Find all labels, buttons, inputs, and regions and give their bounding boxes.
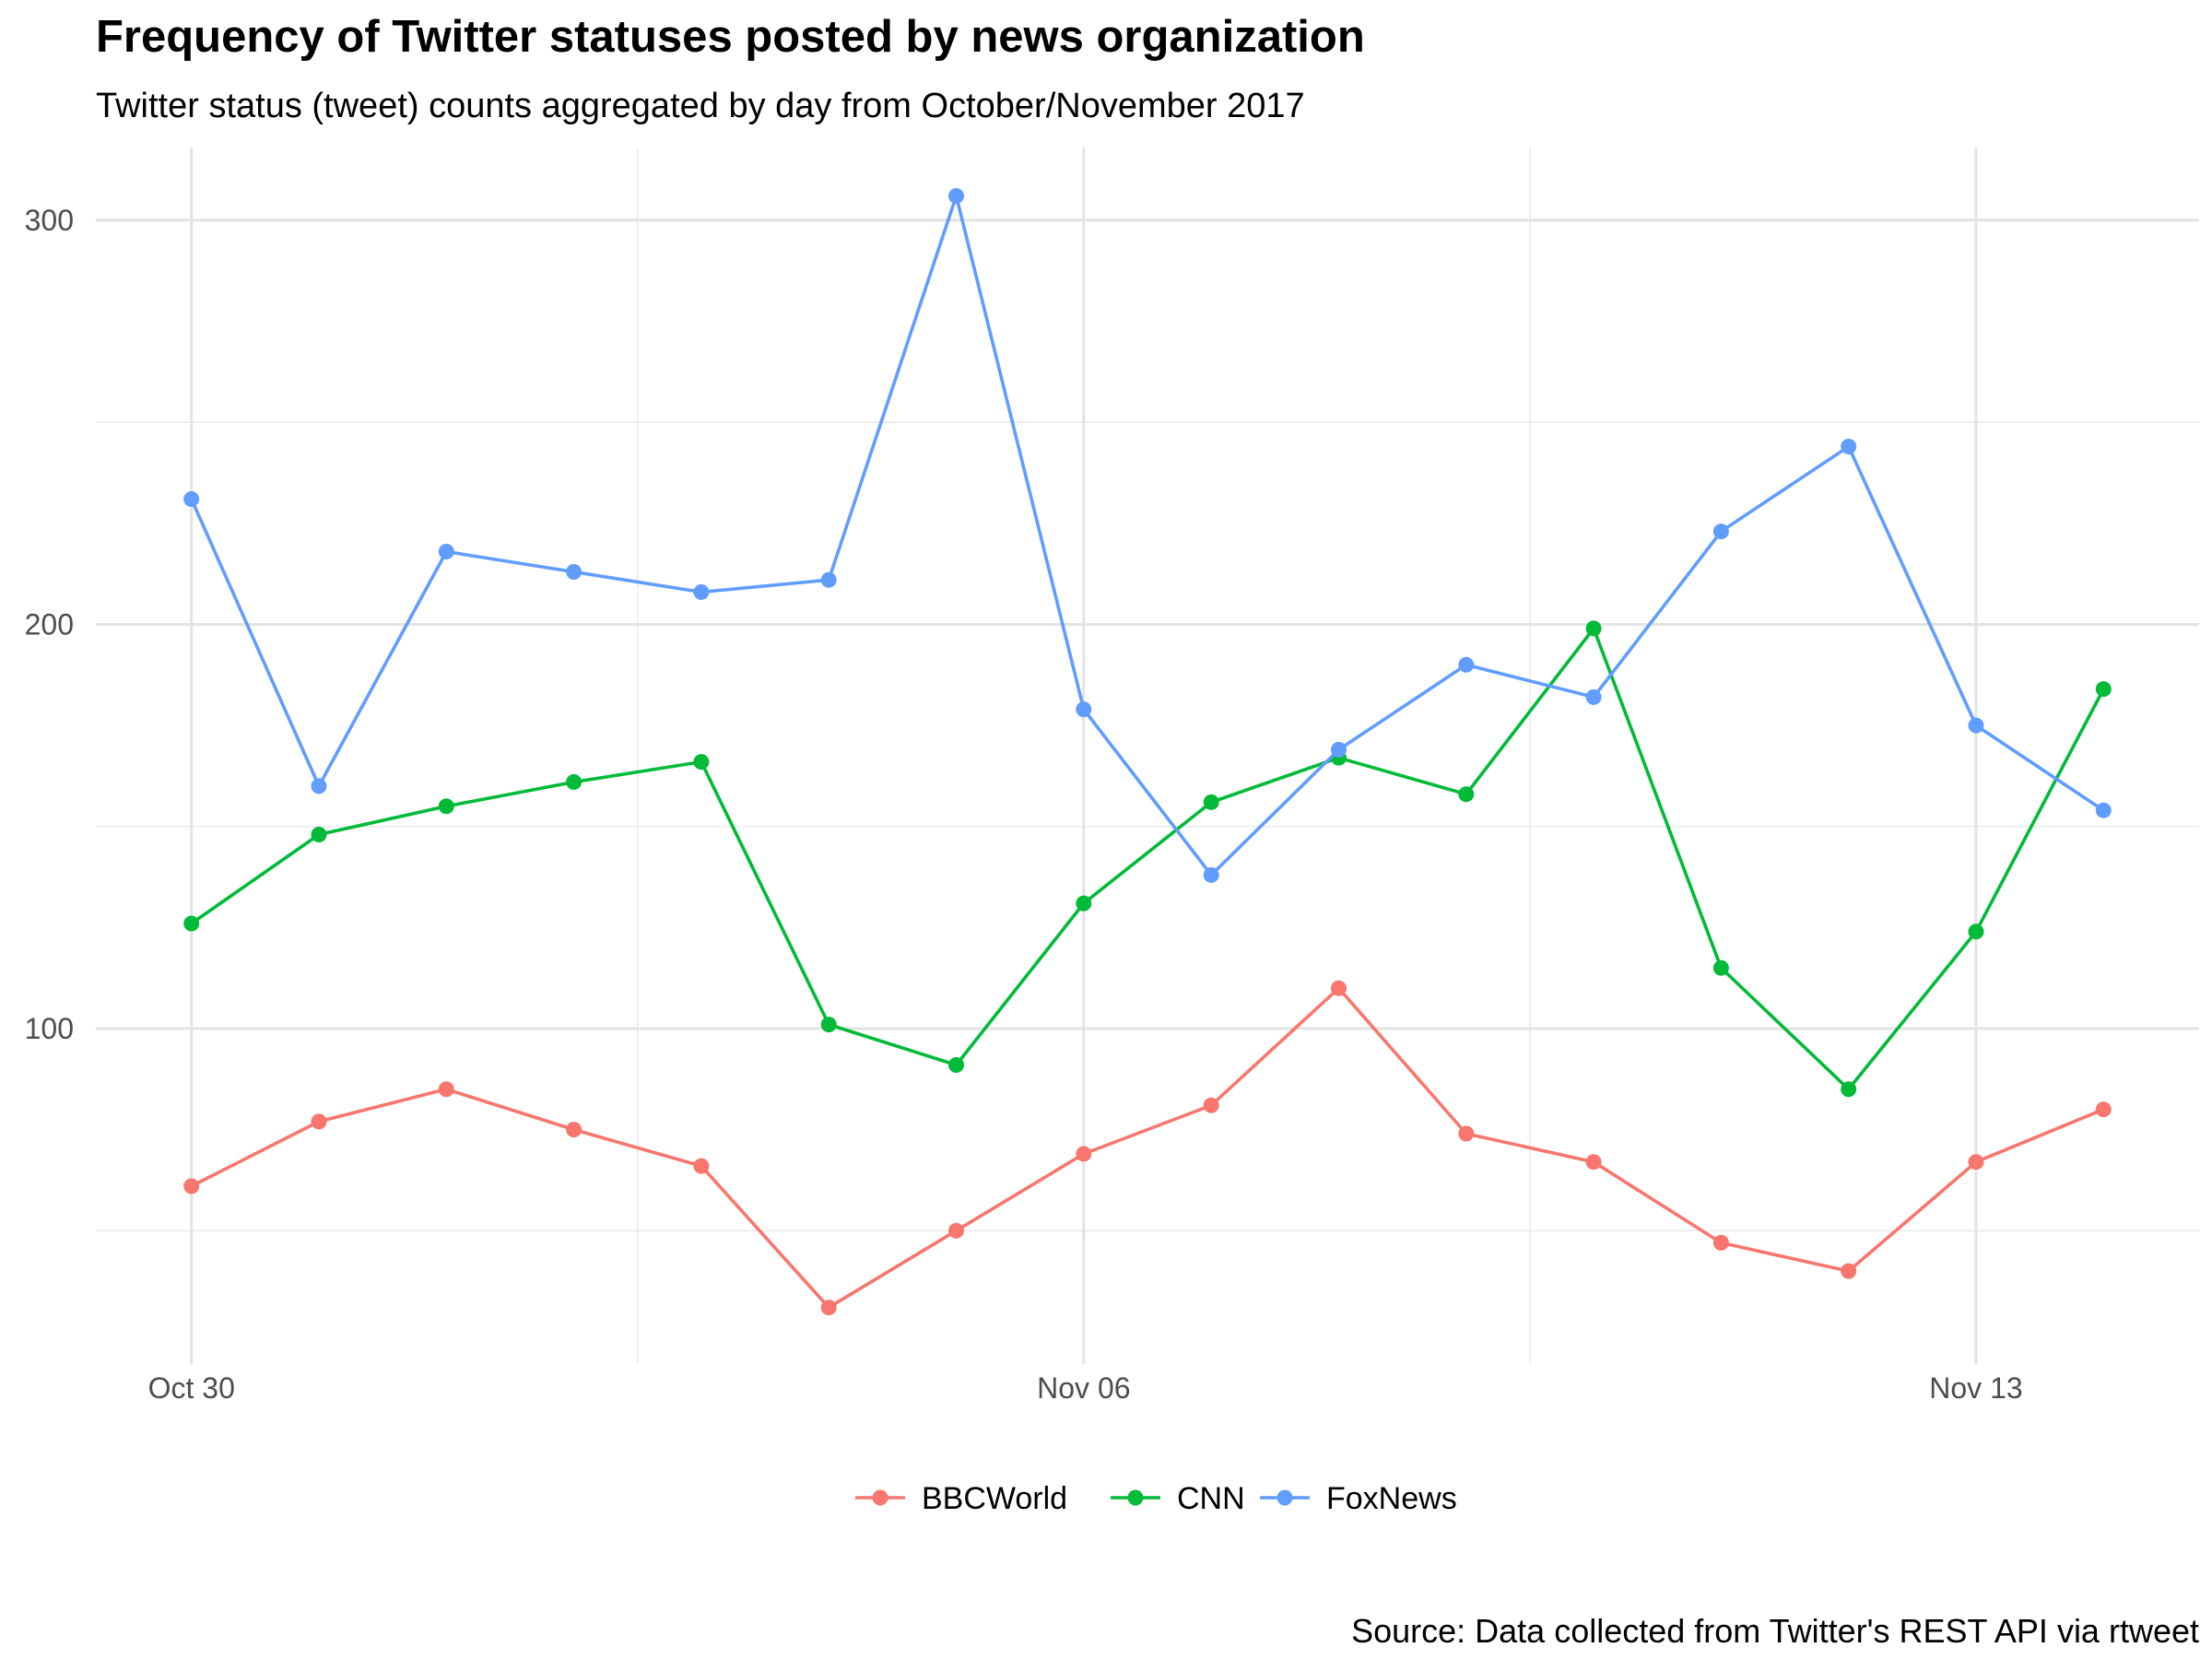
chart-title: Frequency of Twitter statuses posted by … — [96, 12, 1365, 62]
data-point — [1841, 1263, 1857, 1279]
data-point — [2095, 802, 2112, 818]
data-point — [1585, 1154, 1602, 1171]
data-point — [1968, 924, 1984, 940]
legend-key-point — [1277, 1489, 1293, 1506]
data-point — [1203, 1097, 1219, 1113]
data-point — [948, 188, 964, 205]
data-point — [1968, 1154, 1984, 1171]
legend-key-point — [872, 1489, 888, 1506]
data-point — [1331, 980, 1347, 996]
data-point — [1458, 656, 1475, 673]
data-point — [820, 571, 837, 588]
data-point — [948, 1057, 964, 1073]
series-line — [190, 194, 2105, 877]
data-point — [1841, 439, 1857, 454]
data-point — [183, 1178, 200, 1194]
legend-label: BBCWorld — [922, 1481, 1067, 1516]
data-point — [1076, 1146, 1092, 1162]
series-layer — [183, 188, 2112, 1316]
legend-item-cnn: CNN — [1111, 1481, 1245, 1516]
x-tick-label: Nov 06 — [1037, 1371, 1130, 1405]
x-tick-label: Oct 30 — [148, 1371, 235, 1405]
plot-grid — [96, 147, 2199, 1364]
data-point — [566, 774, 582, 790]
data-point — [2095, 681, 2112, 698]
data-point — [1712, 959, 1729, 976]
data-point — [1458, 786, 1475, 803]
data-point — [1585, 620, 1602, 637]
data-point — [183, 491, 200, 507]
series-cnn — [183, 620, 2112, 1098]
data-point — [311, 778, 327, 794]
axis-tick-labels: 100 200 300 Oct 30 Nov 06 Nov 13 — [25, 204, 2023, 1405]
data-point — [566, 564, 582, 580]
data-point — [1076, 701, 1092, 718]
data-point — [1585, 688, 1602, 705]
legend: BBCWorld CNN FoxNews — [855, 1481, 1457, 1516]
legend-label: CNN — [1177, 1481, 1245, 1516]
series-line — [190, 986, 2104, 1310]
data-point — [820, 1300, 837, 1316]
data-point — [311, 1113, 327, 1130]
chart-subtitle: Twitter status (tweet) counts aggregated… — [96, 87, 1305, 125]
data-point — [438, 1081, 454, 1098]
series-bbcworld — [183, 980, 2112, 1316]
data-point — [1203, 866, 1219, 883]
y-tick-label: 300 — [25, 204, 74, 237]
data-point — [693, 583, 710, 600]
data-point — [948, 1222, 964, 1239]
legend-key-point — [1127, 1489, 1144, 1506]
series-foxnews — [183, 188, 2112, 883]
y-tick-label: 200 — [25, 607, 74, 641]
data-point — [438, 798, 454, 815]
data-point — [1841, 1081, 1857, 1098]
data-point — [693, 754, 710, 771]
data-point — [566, 1122, 582, 1138]
data-point — [1968, 717, 1984, 734]
data-point — [1712, 524, 1729, 540]
chart-caption: Source: Data collected from Twitter's RE… — [1351, 1612, 2199, 1650]
data-point — [311, 827, 327, 842]
data-point — [1076, 895, 1092, 912]
data-point — [2095, 1101, 2112, 1118]
x-tick-label: Nov 13 — [1929, 1371, 2022, 1405]
data-point — [183, 915, 200, 932]
legend-label: FoxNews — [1326, 1481, 1457, 1516]
y-tick-label: 100 — [25, 1012, 74, 1045]
legend-item-foxnews: FoxNews — [1260, 1481, 1457, 1516]
data-point — [820, 1017, 837, 1033]
data-point — [438, 544, 454, 559]
series-line — [190, 627, 2105, 1091]
data-point — [693, 1158, 710, 1174]
data-point — [1458, 1125, 1475, 1142]
data-point — [1331, 741, 1347, 758]
data-point — [1712, 1234, 1729, 1251]
data-point — [1203, 794, 1219, 810]
legend-item-bbcworld: BBCWorld — [855, 1481, 1067, 1516]
